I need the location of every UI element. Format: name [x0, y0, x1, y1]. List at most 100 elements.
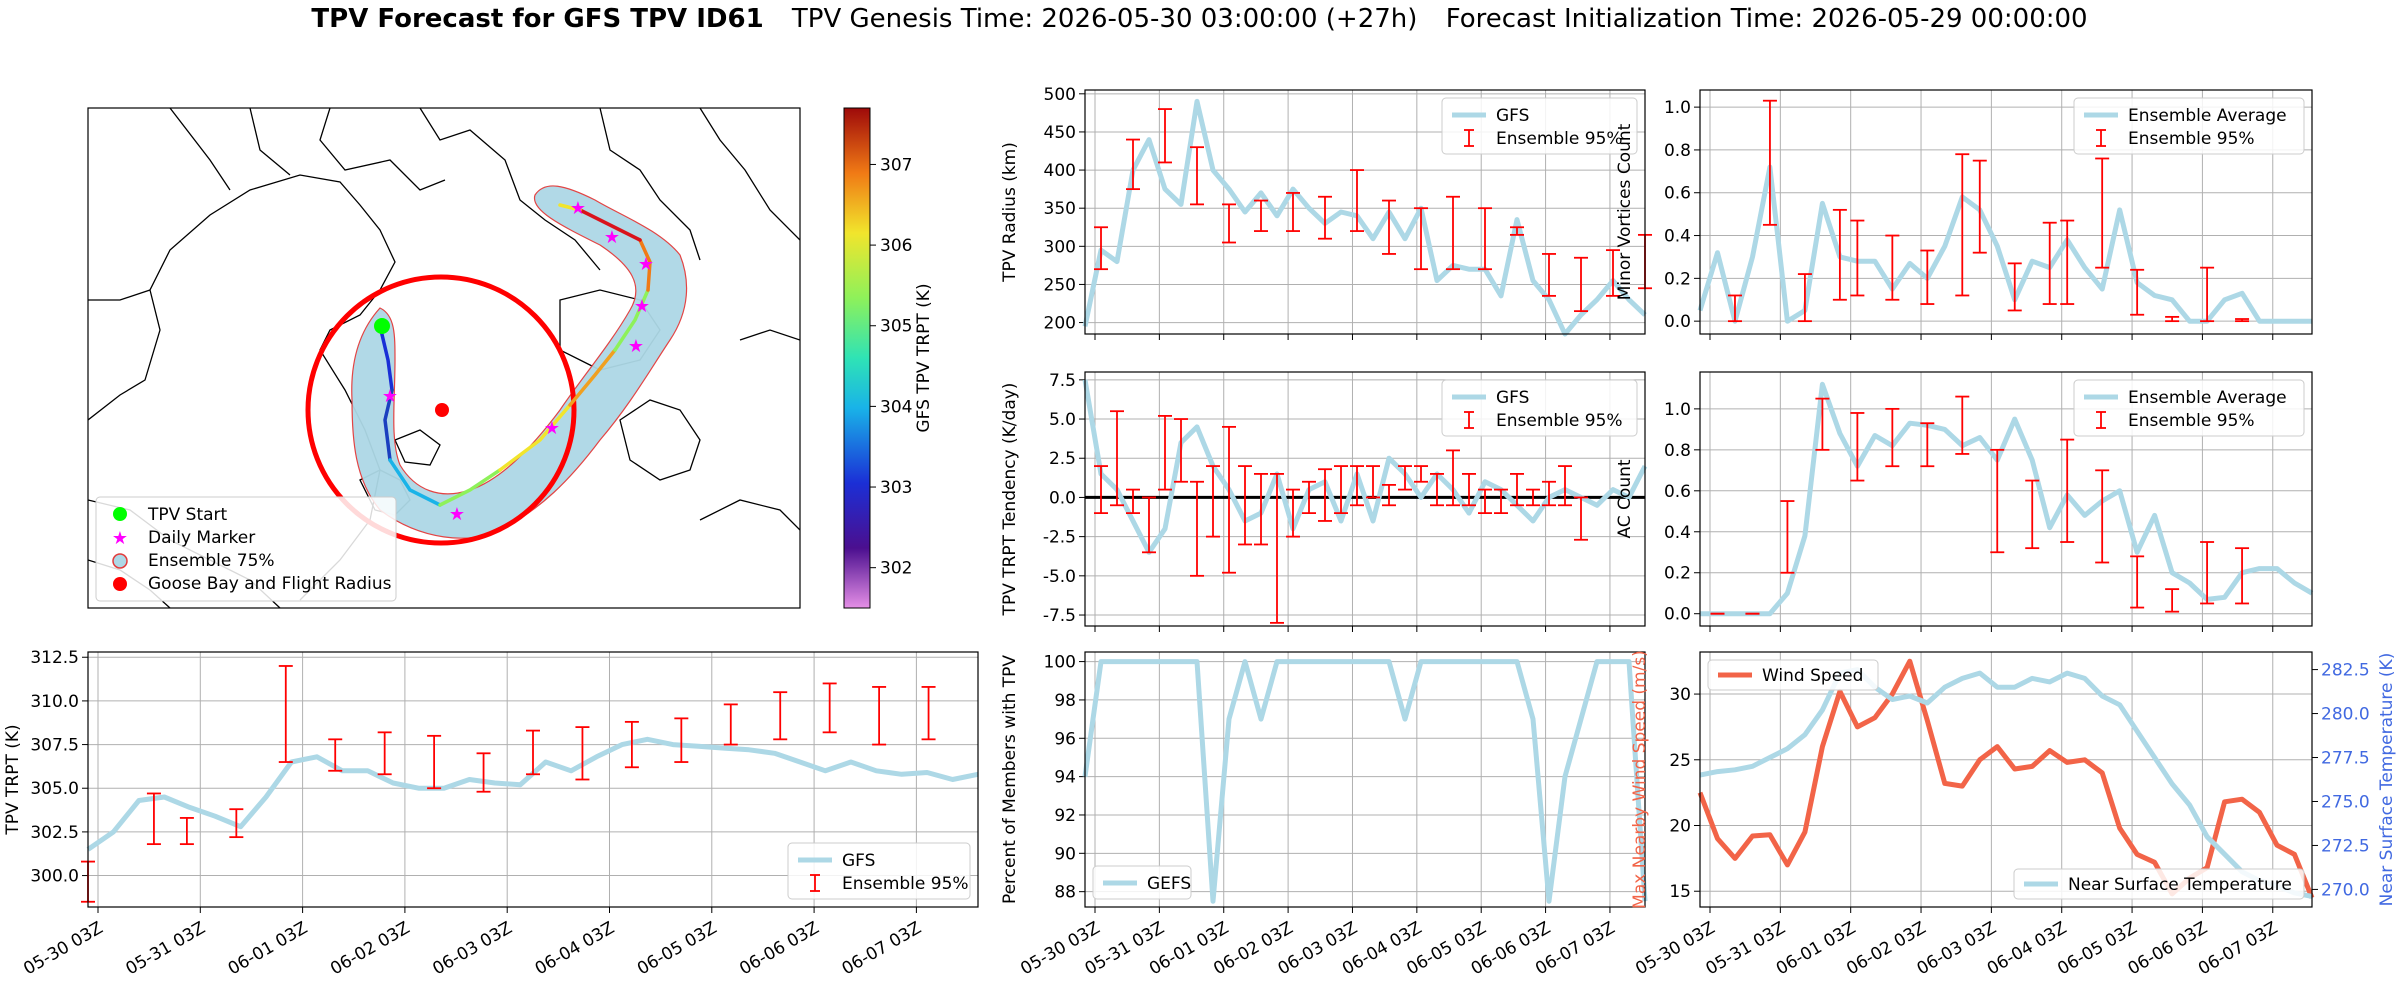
legend-goose: Goose Bay and Flight Radius — [148, 574, 392, 594]
legend-ensemble: Ensemble 75% — [148, 551, 275, 571]
axes-frame — [1084, 89, 1646, 335]
legend-label: Ensemble Average — [2128, 106, 2287, 126]
y-tick-label: 302.5 — [30, 823, 79, 843]
x-tick-label: 06-07 03Z — [2195, 918, 2281, 979]
y-tick-label: 305.0 — [30, 779, 79, 799]
legend-box — [1441, 97, 1638, 155]
colorbar-ticks: 302 303 304 305 306 307 — [870, 155, 912, 579]
y-tick-label: 300 — [1044, 237, 1076, 257]
legend-label-wind: Wind Speed — [1762, 666, 1863, 686]
y2-tick-label: 280.0 — [2321, 705, 2370, 725]
legend-box — [1441, 379, 1638, 437]
y-tick-label: 0.0 — [1049, 488, 1076, 508]
y-tick-label: 500 — [1044, 85, 1076, 105]
y2-tick-label: 272.5 — [2321, 836, 2370, 856]
y-tick-label: 250 — [1044, 275, 1076, 295]
y-tick-label: 307.5 — [30, 736, 79, 756]
colorbar-tick-label: 307 — [880, 155, 912, 175]
y-tick-label: 0.0 — [1664, 312, 1691, 332]
series-line-gfs — [1082, 98, 1647, 337]
y-axis-label: Max Nearby Wind Speed (m/s) — [1630, 650, 1650, 909]
series-line-gefs — [1082, 659, 1648, 904]
y-tick-label: 88 — [1054, 883, 1076, 903]
y-tick-label: 0.4 — [1664, 523, 1691, 543]
x-tick-label: 06-04 03Z — [532, 918, 618, 979]
y-tick-label: 5.0 — [1049, 410, 1076, 430]
legend-label-temp: Near Surface Temperature — [2068, 875, 2292, 895]
y-tick-label: 2.5 — [1049, 449, 1076, 469]
y-tick-label: 200 — [1044, 314, 1076, 334]
legend-marker: Daily Marker — [148, 528, 255, 548]
y-axis-label: TPV TRPT (K) — [3, 724, 23, 835]
panel-radius: 200 250 300 350 400 450 500 TPV Radius (km) GFS E… — [1000, 85, 1652, 340]
legend-box — [2073, 379, 2305, 437]
y-axis-label: Minor Vortices Count — [1615, 123, 1635, 300]
flight-radius-circle — [305, 274, 577, 546]
legend-box — [2073, 97, 2305, 155]
legend: GEFS — [1092, 865, 1192, 900]
legend: Ensemble Average Ensemble 95% — [2073, 97, 2305, 155]
figure-title: TPV Forecast for GFS TPV ID61 TPV Genesi… — [0, 4, 2399, 40]
colorbar-tick-label: 302 — [880, 559, 912, 579]
y-tick-label: 30 — [1669, 685, 1691, 705]
legend-start-icon — [113, 507, 127, 521]
y-tick-label: 450 — [1044, 123, 1076, 143]
y-tick-label: 310.0 — [30, 692, 79, 712]
legend-ensemble-icon — [112, 553, 128, 569]
y2-tick-label: 282.5 — [2321, 661, 2370, 681]
x-tick-label: 06-02 03Z — [327, 918, 413, 979]
legend-label: Ensemble 95% — [1496, 129, 1623, 149]
y-axis-label: TPV Radius (km) — [1000, 142, 1020, 283]
svg-text:★: ★ — [449, 504, 465, 525]
x-tick-label: 05-31 03Z — [123, 918, 209, 979]
x-tick-label: 06-01 03Z — [225, 918, 311, 979]
y-axis-label: Percent of Members with TPV — [1000, 655, 1020, 904]
axes-frame — [1699, 651, 2313, 908]
y-tick-label: 350 — [1044, 199, 1076, 219]
title-genesis: TPV Genesis Time: 2026-05-30 03:00:00 (+… — [791, 4, 1418, 34]
legend-label: GEFS — [1147, 874, 1191, 894]
axes-frame — [1084, 651, 1646, 908]
legend-label: Ensemble 95% — [842, 874, 969, 894]
x-tick-label: 06-06 03Z — [736, 918, 822, 979]
colorbar-tick-label: 303 — [880, 478, 912, 498]
y-tick-label: 0.0 — [1664, 605, 1691, 625]
legend-label: Ensemble 95% — [2128, 411, 2255, 431]
y-tick-label: 312.5 — [30, 648, 79, 668]
x-tick-label: 06-04 03Z — [1984, 918, 2070, 979]
x-tick-label: 06-02 03Z — [1843, 918, 1929, 979]
y-tick-label: 0.4 — [1664, 227, 1691, 247]
daily-markers: ★ ★ ★ ★ ★ ★ ★ ★ — [382, 198, 654, 525]
legend: Wind Speed Near Surface Temperature — [1707, 659, 2305, 900]
y2-tick-label: 277.5 — [2321, 749, 2370, 769]
svg-text:★: ★ — [628, 336, 644, 357]
legend-start: TPV Start — [147, 505, 228, 525]
svg-text:★: ★ — [544, 418, 560, 439]
y-axis-label: AC Count — [1615, 459, 1635, 538]
legend: GFS Ensemble 95% — [787, 842, 971, 900]
y-tick-label: 20 — [1669, 817, 1691, 837]
legend-label: GFS — [1496, 388, 1529, 408]
series-line-gfs — [1082, 379, 1648, 555]
legend-label: Ensemble 95% — [2128, 129, 2255, 149]
y2-tick-label: 275.0 — [2321, 792, 2370, 812]
colorbar-label: GFS TPV TRPT (K) — [914, 283, 934, 432]
legend: Ensemble Average Ensemble 95% — [2073, 379, 2305, 437]
axes-frame — [1699, 89, 2313, 335]
legend-box — [2013, 868, 2305, 900]
legend-label: Ensemble Average — [2128, 388, 2287, 408]
tpv-track — [378, 203, 652, 507]
legend-marker-icon: ★ — [112, 528, 128, 549]
y-tick-label: 15 — [1669, 882, 1691, 902]
tpv-start-marker — [374, 318, 390, 334]
title-main: TPV Forecast for GFS TPV ID61 — [311, 4, 764, 34]
map-legend: TPV Start ★ Daily Marker Ensemble 75% Go… — [95, 496, 397, 602]
svg-text:★: ★ — [570, 198, 586, 219]
legend-label: GFS — [842, 851, 875, 871]
legend-box — [1707, 659, 1879, 691]
y-axis-label: TPV TRPT Tendency (K/day) — [1000, 383, 1020, 617]
x-tick-label: 05-31 03Z — [1703, 918, 1789, 979]
